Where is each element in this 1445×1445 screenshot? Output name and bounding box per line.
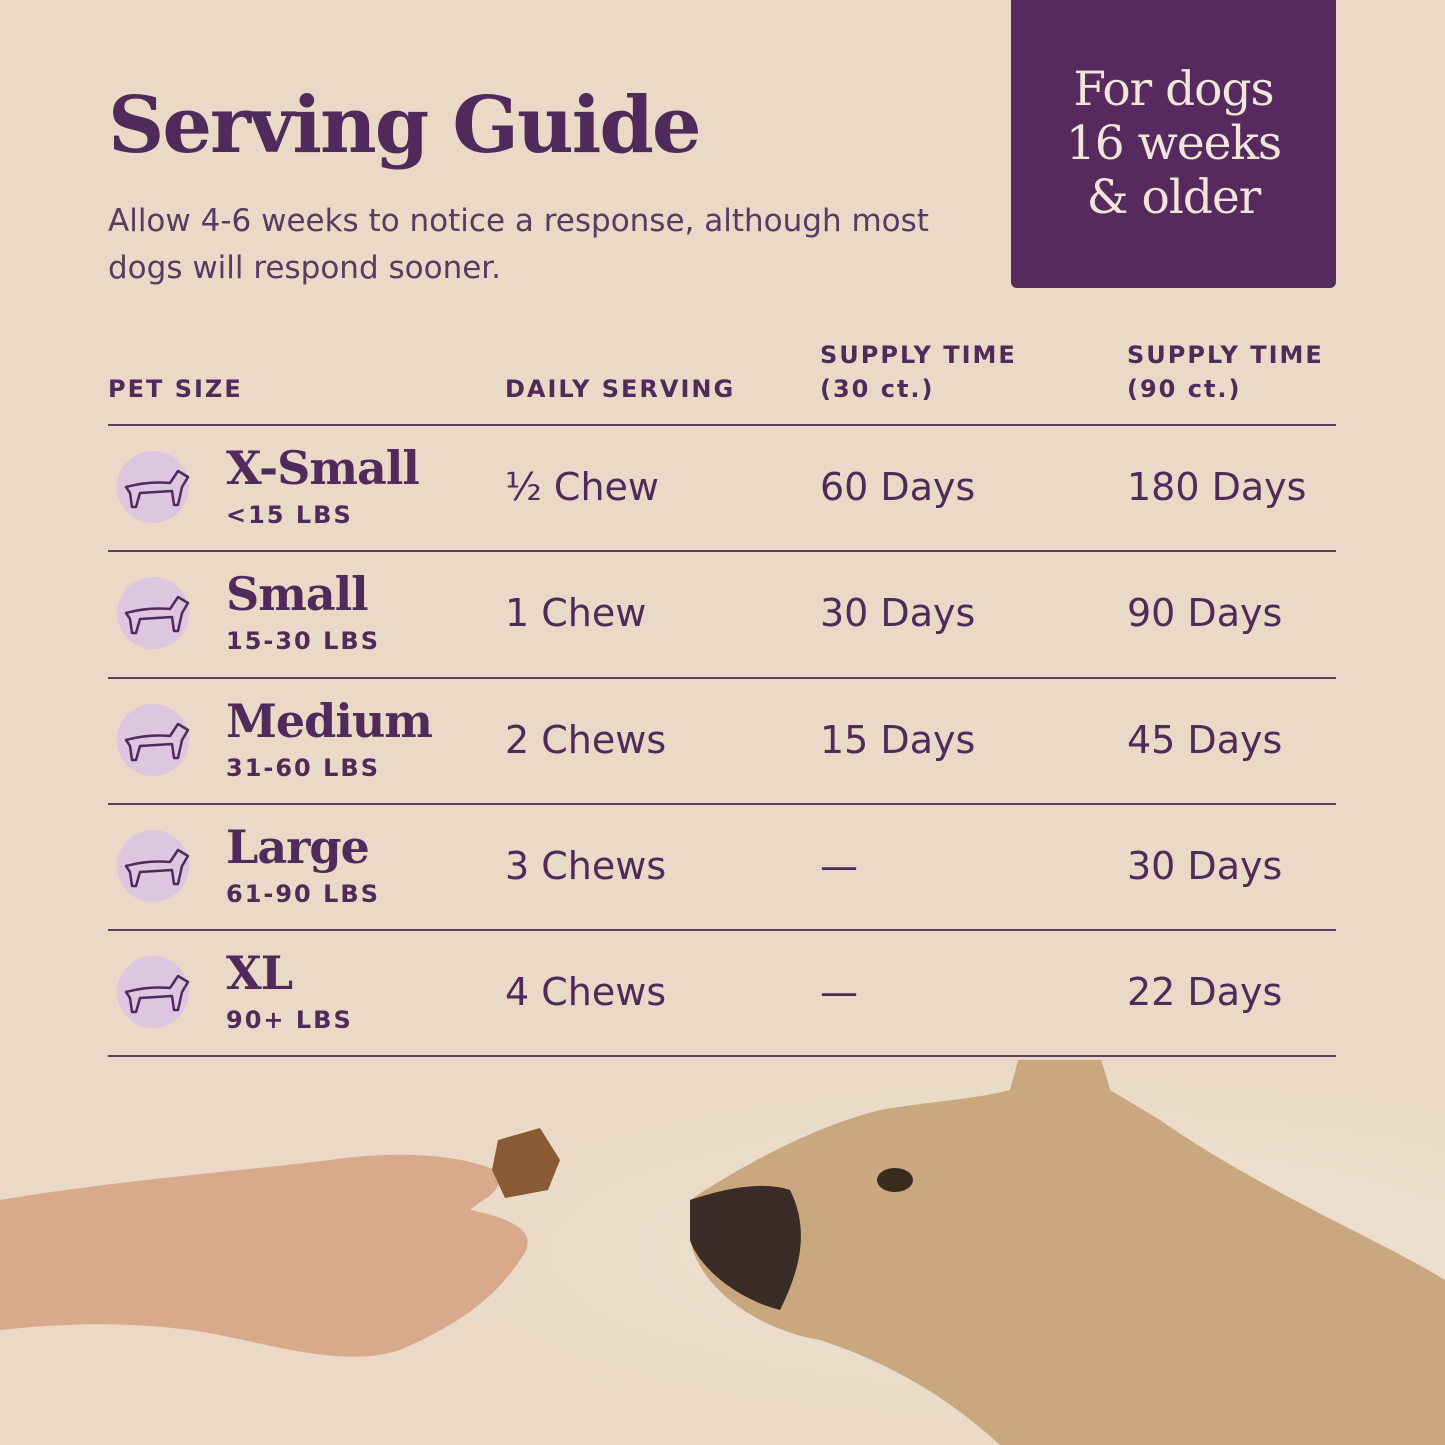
supply-30ct: 15 Days bbox=[820, 718, 976, 762]
header-text: SUPPLY TIME bbox=[820, 341, 1017, 369]
supply-30ct: — bbox=[820, 970, 858, 1014]
header-text: DAILY SERVING bbox=[505, 375, 736, 403]
row-divider bbox=[108, 929, 1336, 931]
supply-90ct: 45 Days bbox=[1127, 718, 1283, 762]
chew-treat bbox=[492, 1128, 560, 1198]
chihuahua-icon bbox=[117, 451, 190, 523]
supply-30ct: — bbox=[820, 844, 858, 888]
page-title: Serving Guide bbox=[108, 80, 702, 171]
size-name: X-Small bbox=[226, 441, 420, 495]
header-supply-90: SUPPLY TIME (90 ct.) bbox=[1127, 338, 1324, 406]
row-divider bbox=[108, 677, 1336, 679]
table-row: Small 15-30 LBS 1 Chew 30 Days 90 Days bbox=[108, 551, 1336, 677]
size-weight: <15 LBS bbox=[226, 501, 353, 529]
table-row: XL 90+ LBS 4 Chews — 22 Days bbox=[108, 930, 1336, 1056]
bulldog-icon bbox=[117, 704, 190, 776]
size-weight: 31-60 LBS bbox=[226, 754, 380, 782]
header-text: (90 ct.) bbox=[1127, 375, 1242, 403]
doberman-icon bbox=[117, 956, 190, 1028]
size-weight: 61-90 LBS bbox=[226, 880, 380, 908]
hand-and-dog-photo bbox=[0, 1060, 1445, 1445]
row-divider bbox=[108, 1055, 1336, 1057]
header-daily-serving: DAILY SERVING bbox=[505, 372, 735, 406]
size-weight: 15-30 LBS bbox=[226, 627, 380, 655]
daily-serving: 1 Chew bbox=[505, 591, 647, 635]
badge-line: For dogs bbox=[1073, 62, 1274, 117]
supply-90ct: 30 Days bbox=[1127, 844, 1283, 888]
daily-serving: 4 Chews bbox=[505, 970, 667, 1014]
badge-line: & older bbox=[1086, 170, 1261, 225]
dog-muzzle bbox=[690, 1185, 801, 1310]
size-name: XL bbox=[226, 946, 293, 1000]
header-supply-30: SUPPLY TIME (30 ct.) bbox=[820, 338, 1017, 406]
subtitle: Allow 4-6 weeks to notice a response, al… bbox=[108, 203, 929, 286]
size-name: Large bbox=[226, 820, 370, 874]
row-divider bbox=[108, 424, 1336, 426]
table-row: Large 61-90 LBS 3 Chews — 30 Days bbox=[108, 804, 1336, 930]
dog bbox=[690, 1060, 1445, 1445]
row-divider bbox=[108, 550, 1336, 552]
daily-serving: 3 Chews bbox=[505, 844, 667, 888]
table-row: Medium 31-60 LBS 2 Chews 15 Days 45 Days bbox=[108, 678, 1336, 804]
supply-30ct: 30 Days bbox=[820, 591, 976, 635]
supply-30ct: 60 Days bbox=[820, 465, 976, 509]
daily-serving: 2 Chews bbox=[505, 718, 667, 762]
header-text: PET SIZE bbox=[108, 375, 243, 403]
row-divider bbox=[108, 803, 1336, 805]
supply-90ct: 90 Days bbox=[1127, 591, 1283, 635]
daily-serving: ½ Chew bbox=[505, 465, 659, 509]
size-name: Medium bbox=[226, 694, 433, 748]
badge-line: 16 weeks bbox=[1065, 116, 1282, 171]
supply-90ct: 22 Days bbox=[1127, 970, 1283, 1014]
size-name: Small bbox=[226, 567, 369, 621]
size-weight: 90+ LBS bbox=[226, 1006, 353, 1034]
dog-eye bbox=[877, 1168, 913, 1192]
header-text: (30 ct.) bbox=[820, 375, 935, 403]
retriever-icon bbox=[117, 830, 190, 902]
header-pet-size: PET SIZE bbox=[108, 372, 243, 406]
supply-90ct: 180 Days bbox=[1127, 465, 1307, 509]
age-badge: For dogs 16 weeks & older bbox=[1011, 0, 1336, 288]
dachshund-icon bbox=[117, 577, 190, 649]
hand bbox=[0, 1154, 528, 1357]
header-text: SUPPLY TIME bbox=[1127, 341, 1324, 369]
table-row: X-Small <15 LBS ½ Chew 60 Days 180 Days bbox=[108, 425, 1336, 551]
